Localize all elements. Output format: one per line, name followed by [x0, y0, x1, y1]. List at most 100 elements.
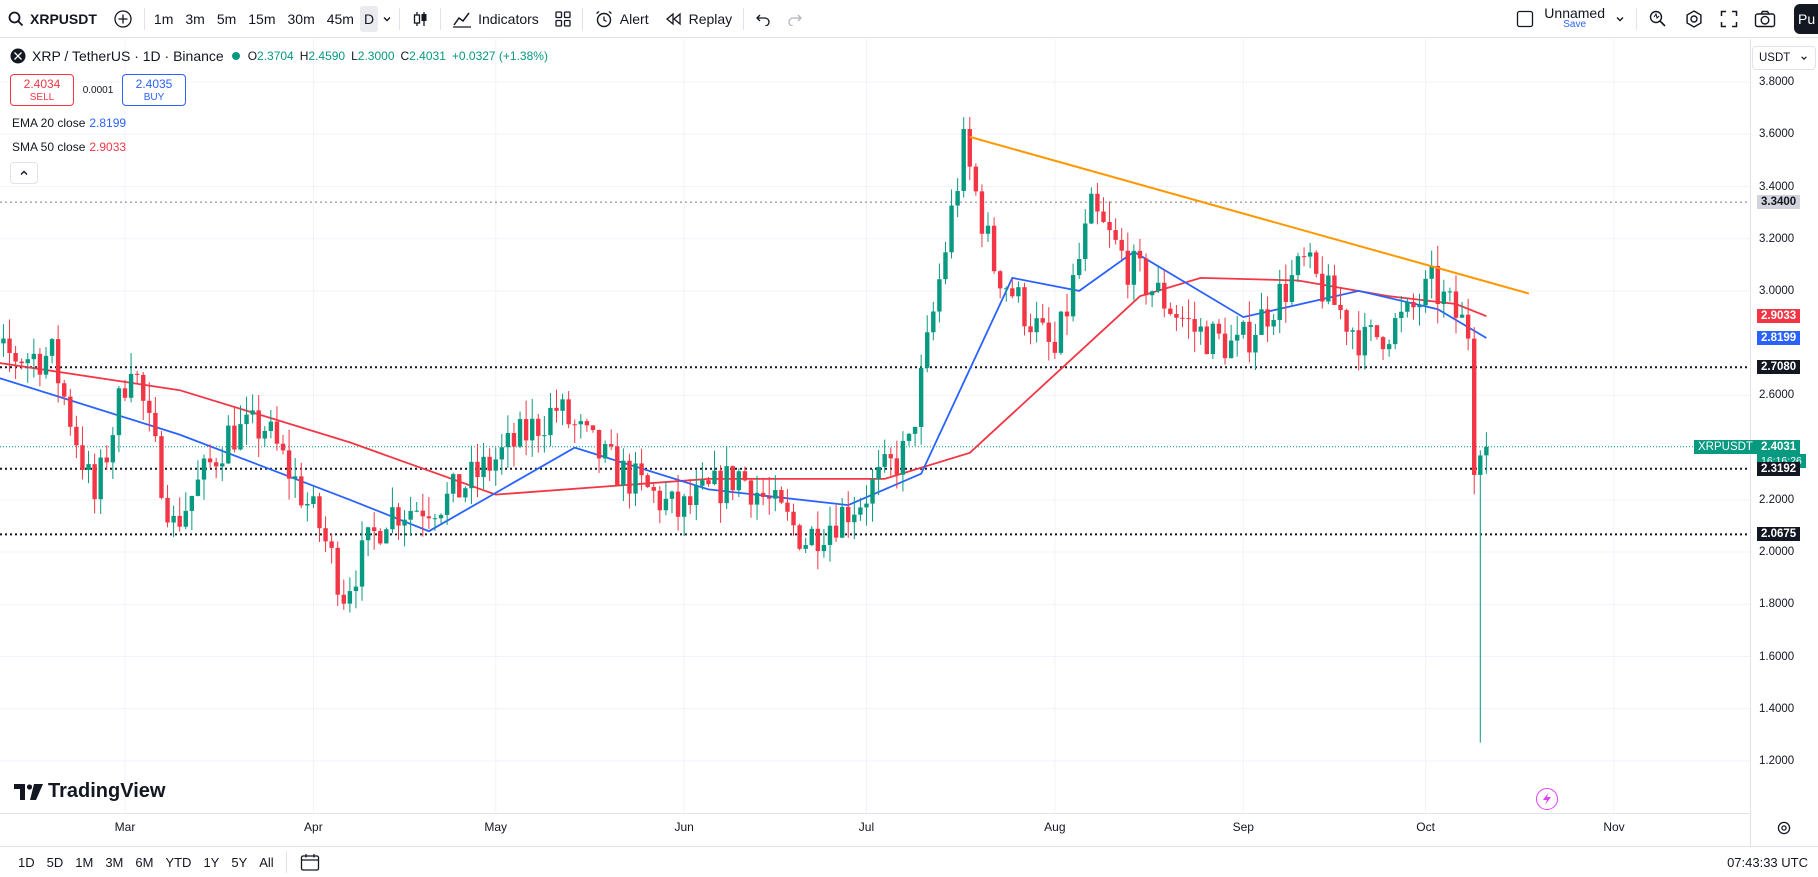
- candle-body: [809, 528, 814, 546]
- candle-body: [888, 454, 893, 459]
- candle-body: [1265, 309, 1270, 327]
- compare-symbol-button[interactable]: [105, 0, 141, 38]
- settings-button[interactable]: [1676, 0, 1712, 38]
- time-axis[interactable]: Mar Apr May Jun Jul Aug Sep Oct Nov: [0, 813, 1750, 845]
- candle-body: [791, 511, 796, 526]
- ema-label: EMA 20 close: [12, 116, 86, 130]
- redo-button[interactable]: [779, 0, 811, 38]
- candle-body: [815, 528, 821, 552]
- candles-icon: [413, 11, 427, 26]
- interval-d[interactable]: D: [359, 5, 379, 32]
- legend-title[interactable]: XRP / TetherUS · 1D · Binance: [32, 48, 224, 64]
- range-ytd[interactable]: YTD: [165, 854, 192, 870]
- candle-body: [1204, 326, 1210, 355]
- candle-body: [323, 528, 328, 542]
- price-axis[interactable]: 3.8000 3.6000 3.4000 3.2000 3.0000 2.6000 2.20…: [1750, 39, 1818, 846]
- candle-body: [408, 510, 413, 520]
- range-5d[interactable]: 5D: [46, 854, 64, 870]
- interval-15m[interactable]: 15m: [248, 10, 276, 27]
- candle-body: [754, 492, 760, 505]
- quick-search-button[interactable]: [1640, 0, 1676, 38]
- xrp-logo-icon: [10, 48, 26, 64]
- price-tick-label: 1.8000: [1759, 598, 1795, 611]
- candle-body: [450, 474, 456, 494]
- candle-body: [262, 430, 267, 439]
- publish-button[interactable]: Pu: [1794, 4, 1818, 34]
- candle-body: [420, 510, 425, 517]
- candle-body: [86, 464, 91, 470]
- range-list: 1D 5D 1M 3M 6M YTD 1Y 5Y All: [0, 855, 280, 870]
- candle-body: [590, 425, 596, 431]
- candle-body: [244, 414, 249, 425]
- top-toolbar: XRPUSDT 1m 3m 5m 15m 30m 45m D Indicators Aler…: [0, 0, 1818, 38]
- candle-body: [286, 450, 292, 479]
- range-1d[interactable]: 1D: [18, 854, 35, 870]
- indicators-button[interactable]: Indicators: [444, 0, 547, 38]
- candle-body: [37, 353, 43, 375]
- sma-indicator-legend[interactable]: SMA 50 close 2.9033: [12, 140, 126, 154]
- interval-dropdown-button[interactable]: [378, 0, 396, 38]
- candle-body: [195, 479, 201, 496]
- tradingview-logo[interactable]: TradingView: [14, 780, 165, 803]
- templates-button[interactable]: [547, 0, 579, 38]
- snapshot-button[interactable]: [1746, 0, 1784, 38]
- interval-30m[interactable]: 30m: [287, 10, 315, 27]
- alert-button[interactable]: Alert: [586, 0, 657, 38]
- sell-button[interactable]: 2.4034 SELL: [10, 74, 74, 106]
- divider: [1636, 7, 1637, 30]
- chart-type-button[interactable]: [403, 0, 437, 38]
- candle-body: [718, 470, 723, 504]
- go-to-date-button[interactable]: [290, 843, 330, 877]
- utc-clock[interactable]: 07:43:33 UTC: [1727, 855, 1808, 870]
- candle-body: [1216, 323, 1222, 334]
- candle-body: [602, 444, 608, 459]
- candle-body: [1447, 291, 1453, 293]
- currency-selector[interactable]: USDT: [1752, 46, 1816, 70]
- undo-button[interactable]: [747, 0, 779, 38]
- candle-body: [1119, 239, 1124, 251]
- candle-body: [1222, 333, 1228, 359]
- replay-button[interactable]: Replay: [657, 0, 741, 38]
- interval-5m[interactable]: 5m: [216, 10, 237, 27]
- chart-pane[interactable]: [0, 39, 1750, 813]
- range-5y[interactable]: 5Y: [231, 854, 248, 870]
- layout-save-label: Save: [1563, 18, 1587, 30]
- candle-body: [852, 514, 857, 523]
- candle-body: [991, 225, 997, 272]
- interval-1m[interactable]: 1m: [153, 10, 174, 27]
- candle-body: [1076, 259, 1082, 276]
- candle-body: [305, 504, 310, 506]
- candle-body: [92, 464, 97, 500]
- collapse-legend-button[interactable]: [10, 162, 38, 184]
- interval-45m[interactable]: 45m: [326, 10, 354, 27]
- range-1y[interactable]: 1Y: [203, 854, 220, 870]
- interval-3m[interactable]: 3m: [185, 10, 205, 27]
- candle-body: [536, 418, 541, 436]
- buy-button[interactable]: 2.4035 BUY: [122, 74, 186, 106]
- flash-icon[interactable]: [1536, 788, 1558, 810]
- candle-layer: [1, 117, 1489, 743]
- candle-body: [572, 424, 577, 426]
- range-all[interactable]: All: [259, 854, 274, 870]
- candle-body: [566, 399, 571, 425]
- axis-settings-button[interactable]: [1776, 820, 1792, 841]
- candle-body: [657, 490, 663, 511]
- price-tag-level: 2.7080: [1757, 360, 1801, 375]
- candle-body: [201, 458, 207, 480]
- candle-body: [645, 475, 650, 488]
- divider: [440, 7, 442, 30]
- layout-button[interactable]: Unnamed Save: [1508, 0, 1633, 38]
- candle-body: [365, 527, 371, 541]
- range-1m[interactable]: 1M: [75, 854, 94, 870]
- price-tag-ema: 2.8199: [1757, 330, 1801, 345]
- range-3m[interactable]: 3M: [105, 854, 124, 870]
- range-6m[interactable]: 6M: [135, 854, 154, 870]
- ema-indicator-legend[interactable]: EMA 20 close 2.8199: [12, 116, 126, 130]
- candle-body: [159, 436, 164, 498]
- candle-body: [1405, 301, 1410, 312]
- symbol-search-button[interactable]: XRPUSDT: [0, 0, 105, 38]
- fullscreen-button[interactable]: [1712, 0, 1746, 38]
- candle-body: [700, 480, 705, 486]
- candle-body: [584, 421, 590, 426]
- candle-body: [329, 541, 334, 548]
